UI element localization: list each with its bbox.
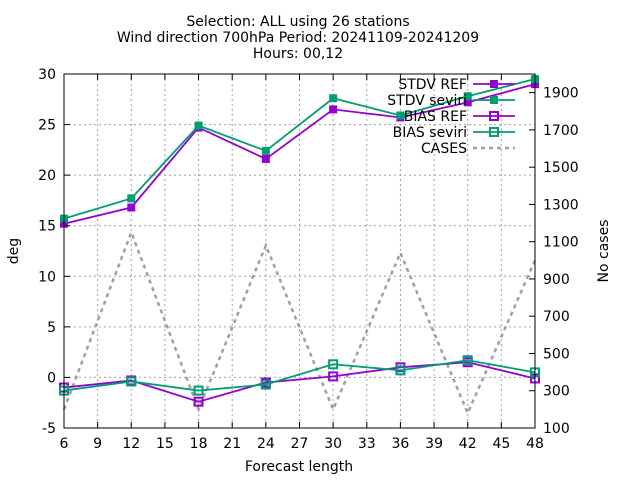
x-tick-label: 36 [392,436,410,452]
data-point [194,121,203,130]
legend-label: STDV REF [398,77,467,93]
title-line-3: Hours: 00,12 [253,46,343,62]
title-line-1: Selection: ALL using 26 stations [186,14,409,30]
legend-label: BIAS seviri [393,125,467,141]
y2-tick-label: 100 [543,421,570,437]
cases-series [62,228,537,417]
data-point [261,154,270,163]
x-tick-label: 33 [358,436,376,452]
legend-label: BIAS REF [404,109,467,125]
data-point [261,146,270,155]
x-tick-label: 30 [324,436,342,452]
legend-marker [489,127,499,137]
x-tick-label: 48 [526,436,544,452]
x-tick-label: 12 [122,436,140,452]
cases-line [62,228,537,417]
data-point [127,203,136,212]
data-point [329,105,338,114]
series-line [63,361,536,403]
x-tick-label: 45 [492,436,510,452]
y-axis-label: deg [6,238,22,264]
y-tick-label: -5 [42,421,56,437]
y-tick-label: 0 [47,370,56,386]
y-tick-label: 5 [47,320,56,336]
data-point [328,371,339,382]
chart-title: Selection: ALL using 26 stations Wind di… [117,14,479,62]
data-point [463,98,472,107]
x-tick-label: 15 [156,436,174,452]
x-tick-label: 21 [223,436,241,452]
x-tick-label: 6 [60,436,69,452]
x-axis-label: Forecast length [245,459,353,475]
x-axis-ticks: 6 9 12 15 18 21 24 27 30 33 36 39 42 45 48 [60,74,544,452]
x-tick-label: 24 [257,436,275,452]
y2-tick-label: 1900 [543,86,579,102]
y-tick-label: 30 [38,67,56,83]
y-axis-ticks: -5 0 5 10 15 20 25 30 [38,67,70,437]
y-tick-label: 25 [38,118,56,134]
data-point [329,94,338,103]
y-tick-label: 20 [38,168,56,184]
y2-tick-label: 700 [543,309,570,325]
legend-label: CASES [421,141,467,157]
data-series [59,75,540,407]
legend-marker [489,111,499,121]
data-point [328,359,339,370]
series-line [63,83,536,225]
data-point [126,376,137,387]
data-point [395,365,406,376]
data-point [193,396,204,407]
y2-tick-label: 500 [543,346,570,362]
y-tick-label: 10 [38,269,56,285]
y2-tick-label: 1100 [543,235,579,251]
y2-tick-label: 1500 [543,160,579,176]
legend-marker [490,80,498,88]
y2-axis-ticks: 100 300 500 700 900 1100 1300 1500 1700 1900 [529,86,579,437]
y-tick-label: 15 [38,219,56,235]
series-line [63,78,536,220]
x-tick-label: 9 [93,436,102,452]
legend-label: STDV seviri [387,93,467,109]
data-point [127,194,136,203]
data-point [193,385,204,396]
data-point [463,92,472,101]
data-point [462,355,473,366]
title-line-2: Wind direction 700hPa Period: 20241109-2… [117,30,479,46]
x-tick-label: 42 [459,436,477,452]
y2-tick-label: 300 [543,384,570,400]
data-point [396,111,405,120]
data-point [260,379,271,390]
series-line [63,359,536,392]
legend-marker [490,96,498,104]
y2-tick-label: 1700 [543,123,579,139]
x-tick-label: 27 [291,436,309,452]
x-tick-label: 18 [190,436,208,452]
x-tick-label: 39 [425,436,443,452]
y2-tick-label: 900 [543,272,570,288]
y2-axis-label: No cases [596,220,612,283]
y2-tick-label: 1300 [543,197,579,213]
